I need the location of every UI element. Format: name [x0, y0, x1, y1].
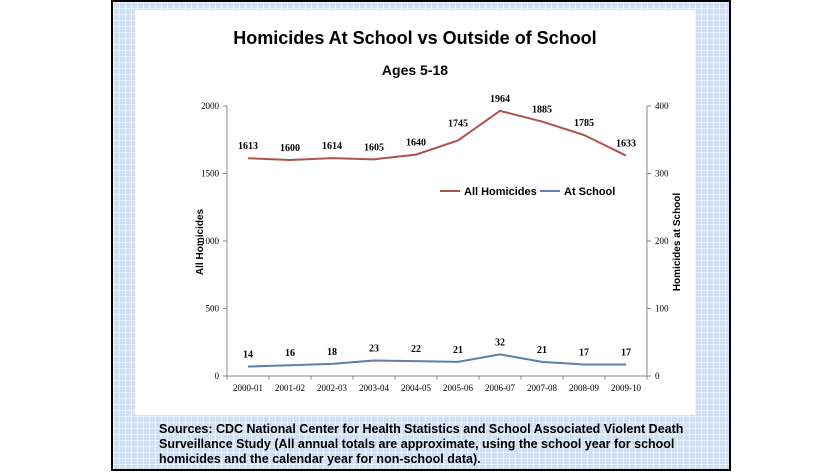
x-tick-label: 2009-10 [611, 383, 641, 393]
left-tick-label: 2000 [201, 101, 220, 111]
series-lines [247, 109, 627, 368]
data-label-at-school: 21 [537, 345, 547, 356]
x-tick-label: 2006-07 [485, 383, 515, 393]
data-label-at-school: 23 [369, 343, 379, 354]
x-tick-label: 2008-09 [569, 383, 599, 393]
data-label-all-homicides: 1885 [532, 105, 552, 116]
data-label-at-school: 17 [579, 348, 589, 359]
data-label-all-homicides: 1614 [322, 141, 342, 152]
left-tick-label: 1500 [201, 169, 220, 179]
data-label-at-school: 18 [327, 347, 337, 358]
x-axis-ticks: 2000-01 2001-02 2002-03 2003-04 2004-05 2005-… [226, 376, 648, 393]
legend-label-at-school: At School [564, 186, 615, 198]
data-labels: 1613 1600 1614 1605 164017451964188517851633… [238, 94, 636, 361]
legend-label-all-homicides: All Homicides [464, 186, 537, 198]
slide-background: Homicides At School vs Outside of School… [111, 0, 731, 471]
data-label-at-school: 32 [495, 337, 505, 348]
left-tick-label: 0 [215, 371, 220, 381]
chart: Homicides At School vs Outside of School… [135, 10, 695, 415]
x-tick-label: 2005-06 [443, 383, 473, 393]
data-label-at-school: 21 [453, 345, 463, 356]
data-label-all-homicides: 1605 [364, 142, 384, 153]
right-axis-ticks: 0 100 200 300 400 [647, 101, 669, 381]
data-label-all-homicides: 1964 [490, 94, 510, 105]
x-tick-label: 2004-05 [401, 383, 431, 393]
left-axis-ticks: 0 500 1000 1500 2000 [201, 101, 227, 381]
data-label-all-homicides: 1600 [280, 143, 300, 154]
x-tick-label: 2001-02 [275, 383, 305, 393]
x-tick-label: 2007-08 [527, 383, 557, 393]
chart-area [135, 10, 695, 415]
left-tick-label: 500 [206, 304, 220, 314]
right-tick-label: 0 [655, 371, 660, 381]
x-tick-label: 2000-01 [233, 383, 263, 393]
chart-title: Homicides At School vs Outside of School [233, 28, 596, 48]
x-tick-label: 2002-03 [317, 383, 347, 393]
legend: All Homicides At School [440, 186, 615, 198]
x-tick-label: 2003-04 [359, 383, 389, 393]
data-label-all-homicides: 1640 [406, 138, 426, 149]
data-label-all-homicides: 1745 [448, 118, 468, 129]
right-tick-label: 300 [655, 169, 669, 179]
data-label-at-school: 14 [243, 350, 253, 361]
data-label-all-homicides: 1785 [574, 118, 594, 129]
data-label-all-homicides: 1633 [616, 139, 636, 150]
chart-subtitle: Ages 5-18 [382, 62, 448, 78]
data-label-at-school: 17 [621, 348, 631, 359]
right-tick-label: 200 [655, 236, 669, 246]
data-label-all-homicides: 1613 [238, 141, 258, 152]
sources-note: Sources: CDC National Center for Health … [159, 422, 684, 466]
right-tick-label: 100 [655, 304, 669, 314]
right-tick-label: 400 [655, 101, 669, 111]
series-line-at-school [247, 353, 626, 368]
data-label-at-school: 22 [411, 344, 421, 355]
right-axis-title: Homicides at School [672, 193, 683, 292]
left-tick-label: 1000 [201, 236, 220, 246]
series-line-all-homicides [247, 109, 627, 162]
left-axis-title: All Homicides [195, 209, 206, 276]
data-label-at-school: 16 [285, 348, 295, 359]
